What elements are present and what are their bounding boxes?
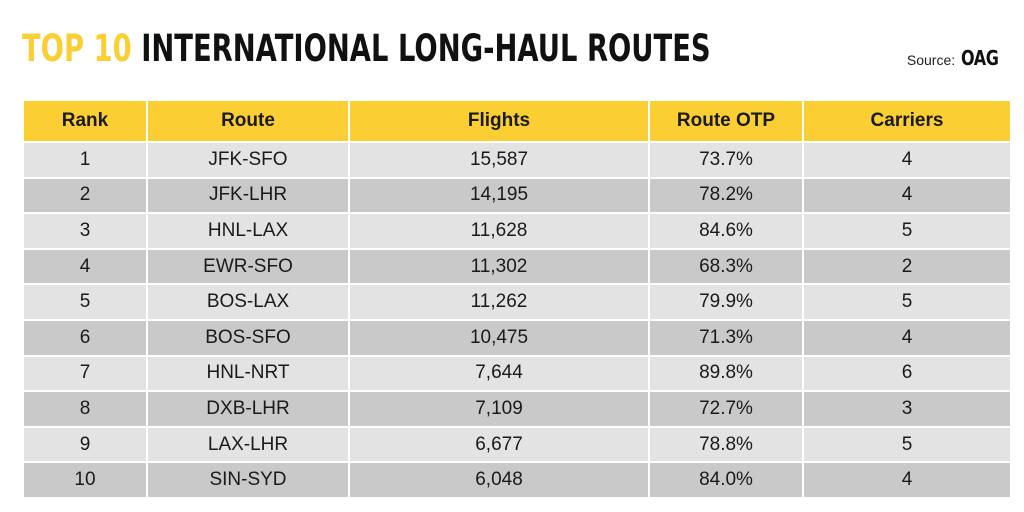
cell-flights: 11,628 bbox=[350, 214, 648, 248]
cell-flights: 7,644 bbox=[350, 356, 648, 391]
cell-carriers: 6 bbox=[804, 356, 1010, 391]
cell-flights: 7,109 bbox=[350, 392, 648, 426]
title-main: INTERNATIONAL LONG-HAUL ROUTES bbox=[141, 27, 711, 70]
cell-route: BOS-LAX bbox=[148, 285, 348, 319]
cell-carriers: 4 bbox=[804, 143, 1010, 177]
cell-route-otp: 79.9% bbox=[650, 285, 802, 319]
table-row: 6 BOS-SFO 10,475 71.3% 4 bbox=[24, 320, 1010, 355]
table-row: 8 DXB-LHR 7,109 72.7% 3 bbox=[24, 392, 1010, 426]
cell-route: EWR-SFO bbox=[148, 249, 348, 284]
cell-route-otp: 89.8% bbox=[650, 356, 802, 391]
cell-route-otp: 78.8% bbox=[650, 427, 802, 462]
table-row: 1 JFK-SFO 15,587 73.7% 4 bbox=[24, 143, 1010, 177]
cell-rank: 5 bbox=[24, 285, 146, 319]
cell-route-otp: 84.0% bbox=[650, 463, 802, 497]
cell-flights: 15,587 bbox=[350, 143, 648, 177]
column-header-route-otp: Route OTP bbox=[650, 101, 802, 141]
page-title: TOP 10 INTERNATIONAL LONG-HAUL ROUTES bbox=[22, 24, 711, 74]
cell-carriers: 5 bbox=[804, 427, 1010, 462]
cell-route: HNL-LAX bbox=[148, 214, 348, 248]
cell-route-otp: 72.7% bbox=[650, 392, 802, 426]
cell-rank: 8 bbox=[24, 392, 146, 426]
title-accent: TOP 10 bbox=[22, 27, 132, 70]
cell-route-otp: 78.2% bbox=[650, 178, 802, 213]
cell-rank: 9 bbox=[24, 427, 146, 462]
cell-route: JFK-SFO bbox=[148, 143, 348, 177]
table-row: 2 JFK-LHR 14,195 78.2% 4 bbox=[24, 178, 1010, 213]
cell-route-otp: 68.3% bbox=[650, 249, 802, 284]
cell-carriers: 2 bbox=[804, 249, 1010, 284]
table-row: 3 HNL-LAX 11,628 84.6% 5 bbox=[24, 214, 1010, 248]
table-row: 9 LAX-LHR 6,677 78.8% 5 bbox=[24, 427, 1010, 462]
cell-flights: 6,048 bbox=[350, 463, 648, 497]
cell-carriers: 5 bbox=[804, 214, 1010, 248]
source-credit: Source: OAG bbox=[907, 46, 1008, 70]
cell-rank: 1 bbox=[24, 143, 146, 177]
column-header-flights: Flights bbox=[350, 101, 648, 141]
cell-flights: 11,302 bbox=[350, 249, 648, 284]
cell-route: HNL-NRT bbox=[148, 356, 348, 391]
cell-flights: 11,262 bbox=[350, 285, 648, 319]
cell-carriers: 3 bbox=[804, 392, 1010, 426]
table-row: 5 BOS-LAX 11,262 79.9% 5 bbox=[24, 285, 1010, 319]
cell-flights: 14,195 bbox=[350, 178, 648, 213]
cell-carriers: 4 bbox=[804, 463, 1010, 497]
cell-rank: 7 bbox=[24, 356, 146, 391]
cell-route: DXB-LHR bbox=[148, 392, 348, 426]
table-body: 1 JFK-SFO 15,587 73.7% 4 2 JFK-LHR 14,195 78.2% 4… bbox=[24, 143, 1010, 497]
cell-carriers: 4 bbox=[804, 178, 1010, 213]
source-label: Source: bbox=[906, 52, 956, 68]
cell-rank: 4 bbox=[24, 249, 146, 284]
cell-flights: 6,677 bbox=[350, 427, 648, 462]
cell-rank: 2 bbox=[24, 178, 146, 213]
table-row: 10 SIN-SYD 6,048 84.0% 4 bbox=[24, 463, 1010, 497]
oag-logo: OAG bbox=[961, 46, 999, 70]
cell-flights: 10,475 bbox=[350, 320, 648, 355]
header-row: Rank Route Flights Route OTP Carriers bbox=[24, 101, 1010, 141]
cell-rank: 3 bbox=[24, 214, 146, 248]
table-row: 7 HNL-NRT 7,644 89.8% 6 bbox=[24, 356, 1010, 391]
cell-route: BOS-SFO bbox=[148, 320, 348, 355]
cell-route: SIN-SYD bbox=[148, 463, 348, 497]
cell-carriers: 5 bbox=[804, 285, 1010, 319]
cell-route-otp: 71.3% bbox=[650, 320, 802, 355]
cell-route-otp: 84.6% bbox=[650, 214, 802, 248]
cell-rank: 6 bbox=[24, 320, 146, 355]
cell-route-otp: 73.7% bbox=[650, 143, 802, 177]
column-header-rank: Rank bbox=[24, 101, 146, 141]
table-header: Rank Route Flights Route OTP Carriers bbox=[24, 101, 1010, 141]
cell-rank: 10 bbox=[24, 463, 146, 497]
column-header-route: Route bbox=[148, 101, 348, 141]
cell-carriers: 4 bbox=[804, 320, 1010, 355]
cell-route: JFK-LHR bbox=[148, 178, 348, 213]
column-header-carriers: Carriers bbox=[804, 101, 1010, 141]
table-row: 4 EWR-SFO 11,302 68.3% 2 bbox=[24, 249, 1010, 284]
routes-table: Rank Route Flights Route OTP Carriers 1 JFK-S… bbox=[22, 99, 1012, 499]
cell-route: LAX-LHR bbox=[148, 427, 348, 462]
